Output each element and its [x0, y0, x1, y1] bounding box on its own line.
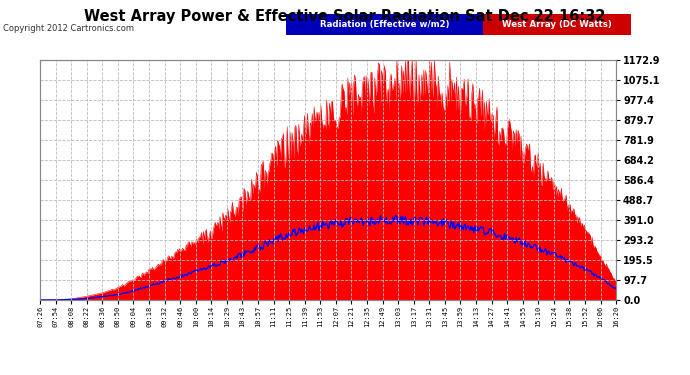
Text: West Array (DC Watts): West Array (DC Watts): [502, 20, 612, 29]
Text: West Array Power & Effective Solar Radiation Sat Dec 22 16:32: West Array Power & Effective Solar Radia…: [84, 9, 606, 24]
Text: Copyright 2012 Cartronics.com: Copyright 2012 Cartronics.com: [3, 24, 135, 33]
Text: Radiation (Effective w/m2): Radiation (Effective w/m2): [320, 20, 449, 29]
